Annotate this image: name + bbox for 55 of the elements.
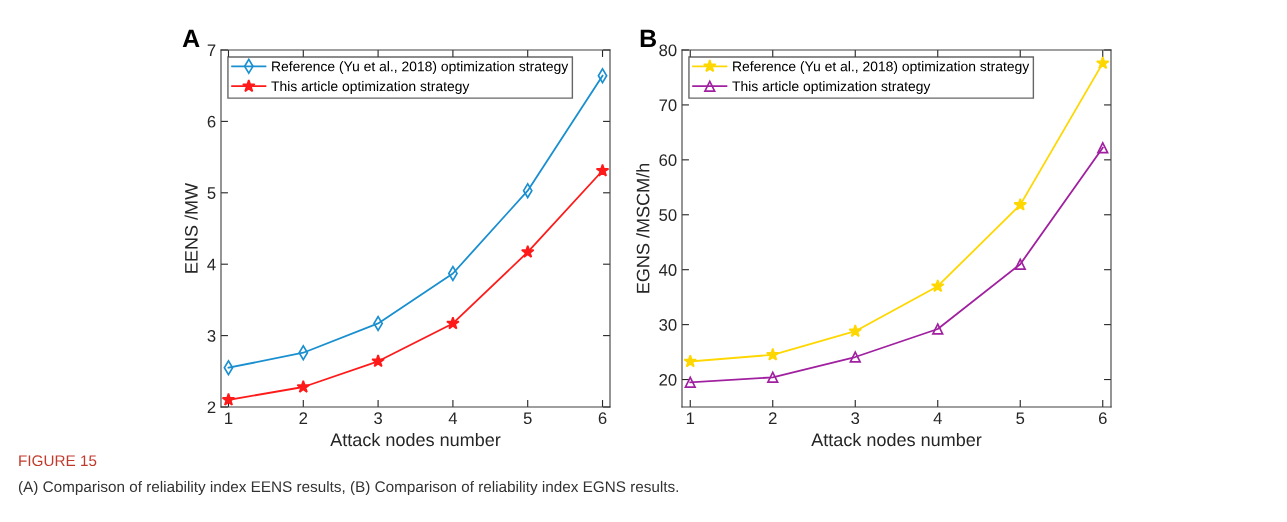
x-tick-label: 5 bbox=[523, 412, 532, 425]
point bbox=[1014, 258, 1026, 270]
point bbox=[848, 324, 863, 338]
y-tick-label: 4 bbox=[207, 258, 216, 271]
point bbox=[767, 371, 779, 384]
x-tick-label: 1 bbox=[686, 412, 695, 424]
point bbox=[595, 163, 610, 177]
point bbox=[930, 279, 945, 293]
point bbox=[371, 354, 385, 368]
x-axis-title: Attack nodes number bbox=[330, 432, 501, 447]
y-tick-label: 7 bbox=[207, 44, 216, 57]
point bbox=[765, 347, 780, 361]
y-tick-label: 6 bbox=[207, 115, 216, 128]
point bbox=[1095, 56, 1110, 70]
y-tick-label: 70 bbox=[659, 99, 677, 112]
x-tick-label: 6 bbox=[1098, 412, 1107, 425]
point bbox=[849, 351, 861, 363]
caption: FIGURE 15 bbox=[19, 455, 97, 467]
y-axis-title: EGNS /MSCM/h bbox=[636, 163, 650, 293]
y-tick-label: 20 bbox=[659, 373, 677, 386]
x-tick-label: 3 bbox=[851, 412, 860, 425]
point bbox=[520, 244, 535, 258]
x-axis-title: Attack nodes number bbox=[811, 432, 982, 447]
point bbox=[683, 354, 698, 368]
legend-label: Reference (Yu et al., 2018) optimization strategy bbox=[272, 61, 569, 75]
y-tick-label: 60 bbox=[659, 154, 677, 167]
y-tick-label: 5 bbox=[207, 187, 216, 199]
chart-title: B bbox=[640, 29, 657, 48]
point bbox=[446, 316, 460, 330]
y-tick-label: 40 bbox=[658, 264, 677, 276]
y-tick-label: 2 bbox=[207, 401, 216, 414]
x-tick-label: 2 bbox=[768, 412, 777, 424]
point bbox=[1097, 142, 1109, 154]
x-tick-label: 2 bbox=[299, 412, 308, 424]
legend-label: Reference (Yu et al., 2018) optimization strategy bbox=[733, 61, 1030, 75]
point bbox=[296, 379, 311, 393]
x-tick-label: 4 bbox=[448, 412, 458, 424]
x-tick-label: 1 bbox=[225, 412, 233, 424]
y-tick-label: 3 bbox=[207, 330, 216, 342]
legend-label: This article optimization strategy bbox=[732, 81, 931, 94]
point bbox=[221, 392, 236, 406]
legend-label: This article optimization strategy bbox=[271, 81, 470, 94]
y-axis-title: EENS /MW bbox=[184, 182, 198, 273]
x-tick-label: 6 bbox=[598, 412, 607, 425]
chart-title: A bbox=[182, 29, 200, 48]
y-tick-label: 30 bbox=[659, 319, 677, 331]
point bbox=[1013, 197, 1028, 211]
x-tick-label: 5 bbox=[1016, 412, 1025, 425]
point bbox=[684, 376, 696, 388]
point bbox=[932, 323, 944, 335]
text: (A) Comparison of reliability index EENS results, (B) Comparison of reliability index EGNS results. bbox=[18, 480, 679, 496]
y-tick-label: 80 bbox=[659, 44, 677, 57]
x-tick-label: 4 bbox=[933, 412, 942, 424]
y-tick-label: 50 bbox=[659, 209, 677, 221]
x-tick-label: 3 bbox=[374, 412, 382, 425]
